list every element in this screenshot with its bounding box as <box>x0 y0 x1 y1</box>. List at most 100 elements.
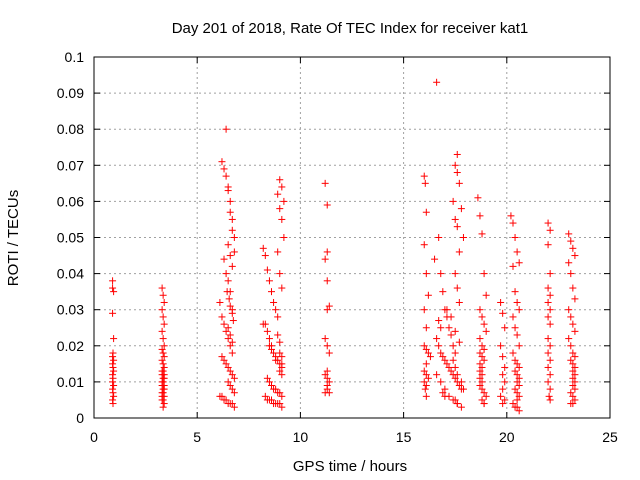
data-point <box>509 313 517 321</box>
data-point <box>441 392 449 400</box>
data-point <box>569 360 577 368</box>
data-point <box>160 298 168 306</box>
data-point <box>509 400 517 408</box>
data-point <box>451 363 459 371</box>
data-point <box>451 215 459 223</box>
data-point <box>565 259 573 267</box>
data-point <box>455 382 463 390</box>
data-point <box>480 356 488 364</box>
data-point <box>274 313 282 321</box>
data-point <box>224 277 232 285</box>
data-point <box>476 367 484 375</box>
data-point <box>501 363 509 371</box>
plot-frame <box>93 56 611 419</box>
data-point <box>259 244 267 252</box>
data-point <box>220 356 228 364</box>
data-point <box>569 244 577 252</box>
data-point <box>546 371 554 379</box>
data-point <box>261 252 269 260</box>
data-point <box>226 252 234 260</box>
data-point <box>449 356 457 364</box>
data-point <box>278 403 286 411</box>
data-point <box>571 252 579 260</box>
data-point <box>546 226 554 234</box>
data-point <box>453 150 461 158</box>
data-point <box>278 183 286 191</box>
data-point <box>159 349 167 357</box>
data-point <box>435 234 443 241</box>
data-point <box>457 403 465 411</box>
data-point <box>276 367 284 375</box>
data-point <box>546 270 554 278</box>
data-point <box>422 382 430 390</box>
data-point <box>511 288 519 296</box>
data-point <box>513 298 521 306</box>
data-point <box>437 270 445 278</box>
chart-title: Day 201 of 2018, Rate Of TEC Index for r… <box>172 20 529 37</box>
data-point <box>263 266 271 274</box>
data-points <box>109 78 579 415</box>
data-point <box>420 378 428 386</box>
data-point <box>222 396 230 404</box>
data-point <box>443 360 451 368</box>
data-point <box>261 392 269 400</box>
data-point <box>511 367 519 375</box>
data-point <box>109 284 117 292</box>
data-point <box>420 172 428 180</box>
data-point <box>160 342 168 350</box>
data-point <box>478 363 486 371</box>
data-point <box>222 172 230 180</box>
data-point <box>459 234 467 241</box>
data-point <box>226 382 234 390</box>
x-tick-label: 25 <box>602 429 618 445</box>
data-point <box>263 327 271 335</box>
data-point <box>265 342 273 350</box>
data-point <box>544 241 552 249</box>
data-point <box>270 349 278 357</box>
data-point <box>323 374 331 382</box>
data-point <box>222 270 230 278</box>
data-point <box>110 335 118 343</box>
data-point <box>515 407 523 415</box>
data-point <box>110 382 118 390</box>
data-point <box>226 342 234 350</box>
data-point <box>571 396 579 404</box>
data-point <box>421 385 429 393</box>
data-point <box>325 378 333 386</box>
data-point <box>544 313 552 321</box>
data-point <box>497 392 505 400</box>
data-point <box>265 277 273 285</box>
data-point <box>451 161 459 169</box>
data-point <box>478 396 486 404</box>
data-point <box>499 309 507 317</box>
data-point <box>478 371 486 379</box>
y-tick-label: 0.08 <box>57 121 84 137</box>
data-point <box>220 255 228 263</box>
data-point <box>259 320 267 328</box>
x-tick-label: 5 <box>193 429 201 445</box>
data-point <box>218 392 226 400</box>
data-point <box>420 306 428 314</box>
data-point <box>265 378 273 386</box>
data-point <box>159 335 167 343</box>
data-point <box>220 165 228 173</box>
data-point <box>321 335 329 343</box>
data-point <box>565 335 573 343</box>
data-point <box>226 197 234 205</box>
data-point <box>571 295 579 303</box>
data-point <box>546 396 554 404</box>
data-point <box>160 363 168 371</box>
data-point <box>449 197 457 205</box>
data-point <box>571 378 579 386</box>
data-point <box>424 374 432 382</box>
data-point <box>515 306 523 314</box>
data-point <box>274 331 282 339</box>
data-point <box>571 327 579 335</box>
data-point <box>474 194 482 202</box>
data-point <box>565 230 573 238</box>
data-point <box>515 259 523 267</box>
data-point <box>230 389 238 397</box>
data-point <box>159 360 167 368</box>
data-point <box>476 335 484 343</box>
data-point <box>453 284 461 292</box>
